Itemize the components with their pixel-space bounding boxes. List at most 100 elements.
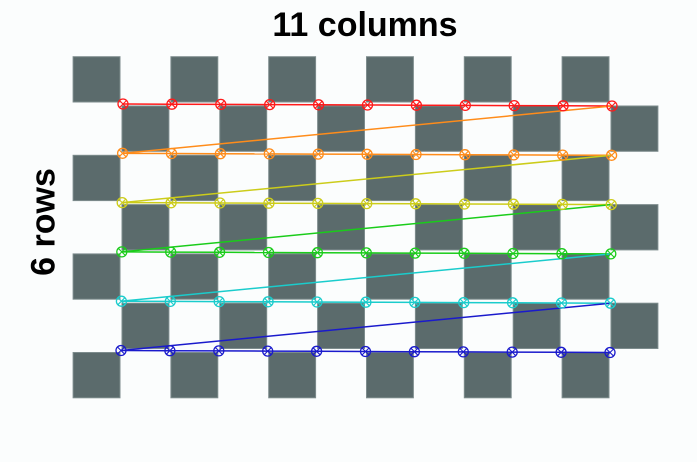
board-square (317, 204, 366, 251)
corner-marker (264, 98, 276, 111)
board-square (219, 204, 268, 251)
board-square (561, 352, 610, 399)
corner-marker (606, 100, 618, 112)
detected-corners (115, 98, 618, 359)
board-square (561, 56, 610, 103)
columns-label: 11 columns (272, 6, 458, 44)
corner-marker (312, 99, 325, 111)
corner-marker (214, 148, 227, 160)
corner-marker (556, 248, 568, 260)
corner-marker (165, 197, 177, 209)
corner-marker (361, 148, 373, 160)
corner-marker (116, 147, 129, 159)
corner-marker (508, 149, 520, 161)
row-transition-link (120, 302, 611, 352)
row-transition-link (121, 203, 612, 253)
corner-marker (311, 247, 324, 259)
corner-marker (409, 296, 421, 309)
checkerboard-squares (72, 56, 659, 399)
corner-marker (115, 295, 128, 307)
corner-marker (310, 345, 323, 357)
corner-marker (164, 345, 176, 357)
corner-marker (605, 248, 617, 260)
corner-marker (555, 297, 568, 309)
board-square (268, 253, 317, 300)
board-square (121, 302, 170, 350)
corner-marker (116, 246, 128, 258)
board-square (610, 204, 659, 251)
board-square (170, 253, 219, 300)
board-square (268, 154, 317, 202)
board-square (268, 352, 317, 399)
board-square (610, 302, 659, 350)
corner-marker (409, 247, 421, 259)
board-square (268, 56, 317, 103)
board-square (72, 154, 121, 202)
board-square (414, 105, 463, 152)
corner-marker (556, 198, 568, 211)
corner-marker (361, 197, 373, 210)
board-square (463, 56, 512, 103)
corner-marker (215, 98, 227, 111)
corner-marker (311, 296, 323, 308)
board-square (463, 154, 512, 202)
corner-marker (213, 295, 225, 308)
corner-marker (213, 345, 225, 357)
corner-marker (605, 149, 618, 161)
row-transition-link (122, 154, 612, 204)
corner-marker (458, 198, 471, 210)
corner-marker (116, 196, 128, 209)
board-square (463, 253, 512, 300)
board-square (219, 302, 268, 350)
corner-marker (360, 247, 372, 259)
corner-marker (166, 98, 178, 110)
corner-marker (262, 246, 275, 259)
corner-marker (410, 148, 422, 161)
corner-marker (312, 197, 324, 210)
board-square (561, 154, 610, 202)
corner-marker (508, 99, 520, 112)
corner-marker (408, 346, 421, 358)
corner-marker (555, 346, 567, 358)
corner-marker (117, 98, 129, 110)
row-transition-link (122, 105, 613, 155)
corner-marker (459, 149, 471, 161)
corner-marker (557, 100, 569, 112)
board-square (561, 253, 610, 300)
corner-marker (605, 198, 617, 211)
corner-marker (312, 148, 324, 160)
board-square (317, 105, 366, 152)
corner-marker (557, 149, 569, 161)
corner-marker (214, 197, 226, 209)
corner-marker (164, 295, 176, 308)
board-square (414, 302, 463, 350)
board-square (366, 56, 414, 103)
corner-marker (507, 247, 519, 260)
corner-marker (165, 246, 177, 258)
corner-marker (409, 198, 422, 210)
corner-marker (410, 99, 423, 111)
row-transition-link (121, 253, 611, 302)
rows-label: 6 rows (24, 168, 63, 276)
board-square (170, 352, 219, 399)
corner-marker (457, 346, 469, 358)
board-square (72, 253, 121, 300)
board-square (219, 105, 268, 152)
corner-marker (165, 147, 178, 160)
corner-row-links (120, 103, 613, 354)
board-square (463, 352, 512, 399)
board-square (121, 105, 170, 152)
board-square (317, 302, 366, 350)
corner-marker (115, 344, 127, 357)
board-square (366, 352, 414, 399)
corner-marker (507, 198, 520, 210)
corner-marker (458, 247, 470, 259)
corner-marker (604, 297, 617, 309)
corner-marker (359, 345, 372, 358)
board-square (121, 204, 170, 251)
corner-marker (604, 346, 616, 359)
corner-marker (506, 297, 519, 309)
board-square (610, 105, 659, 152)
board-square (170, 56, 219, 103)
